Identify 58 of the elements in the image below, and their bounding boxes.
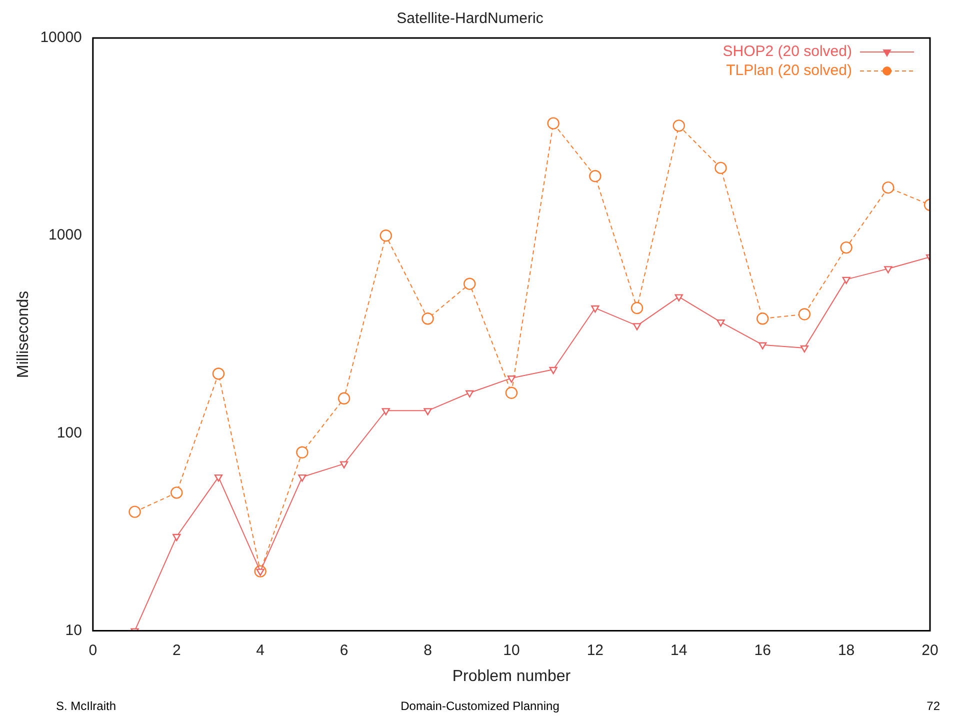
point [798, 308, 811, 320]
x-tick-label: 18 [838, 642, 855, 659]
x-tick-label: 8 [424, 642, 432, 659]
point [507, 376, 516, 383]
point [632, 323, 642, 330]
point [842, 276, 850, 284]
x-tick-label: 10 [503, 642, 520, 659]
y-axis-title: Milliseconds [15, 290, 32, 378]
point [549, 366, 558, 374]
point [464, 278, 476, 290]
point [422, 312, 434, 325]
text: 72 [926, 699, 940, 713]
point [716, 319, 725, 327]
point [756, 312, 769, 325]
point [591, 305, 600, 313]
point [466, 390, 474, 398]
point [338, 392, 350, 405]
point [758, 342, 767, 350]
legend-label: TLPlan (20 solved) [726, 62, 852, 80]
x-tick-label: 12 [586, 642, 604, 659]
x-axis-title: Problem number [452, 668, 572, 685]
legend-label: SHOP2 (20 solved) [722, 43, 852, 60]
point [547, 117, 560, 130]
x-tick-label: 6 [340, 642, 348, 659]
y-tick-label: 10000 [40, 29, 82, 46]
point [714, 162, 727, 174]
x-tick-label: 0 [88, 642, 98, 659]
point [298, 474, 306, 482]
point [128, 506, 141, 518]
point [380, 230, 392, 242]
point [170, 486, 183, 499]
point [214, 474, 223, 482]
y-tick-label: 100 [56, 424, 82, 442]
chart-title: Satellite-HardNumeric [396, 10, 544, 28]
point [296, 446, 308, 458]
x-tick-label: 20 [922, 642, 938, 659]
y-tick-label: 1000 [48, 226, 82, 244]
point [172, 534, 181, 542]
point [884, 266, 892, 274]
point [424, 408, 432, 416]
point [840, 241, 852, 254]
point [505, 386, 518, 399]
point [589, 170, 602, 182]
point [340, 461, 348, 468]
point [672, 120, 685, 132]
point [882, 181, 894, 194]
x-tick-label: 16 [754, 642, 771, 659]
x-tick-label: 4 [256, 642, 264, 659]
text: S. McIlraith [56, 699, 116, 713]
y-tick-label: 10 [65, 622, 82, 639]
x-tick-label: 14 [670, 642, 688, 659]
point [630, 302, 644, 314]
point [674, 294, 683, 302]
x-tick-label: 2 [172, 642, 181, 659]
text: Domain-Customized Planning [400, 699, 560, 713]
point [382, 408, 390, 416]
point [212, 368, 225, 380]
point [800, 345, 808, 353]
